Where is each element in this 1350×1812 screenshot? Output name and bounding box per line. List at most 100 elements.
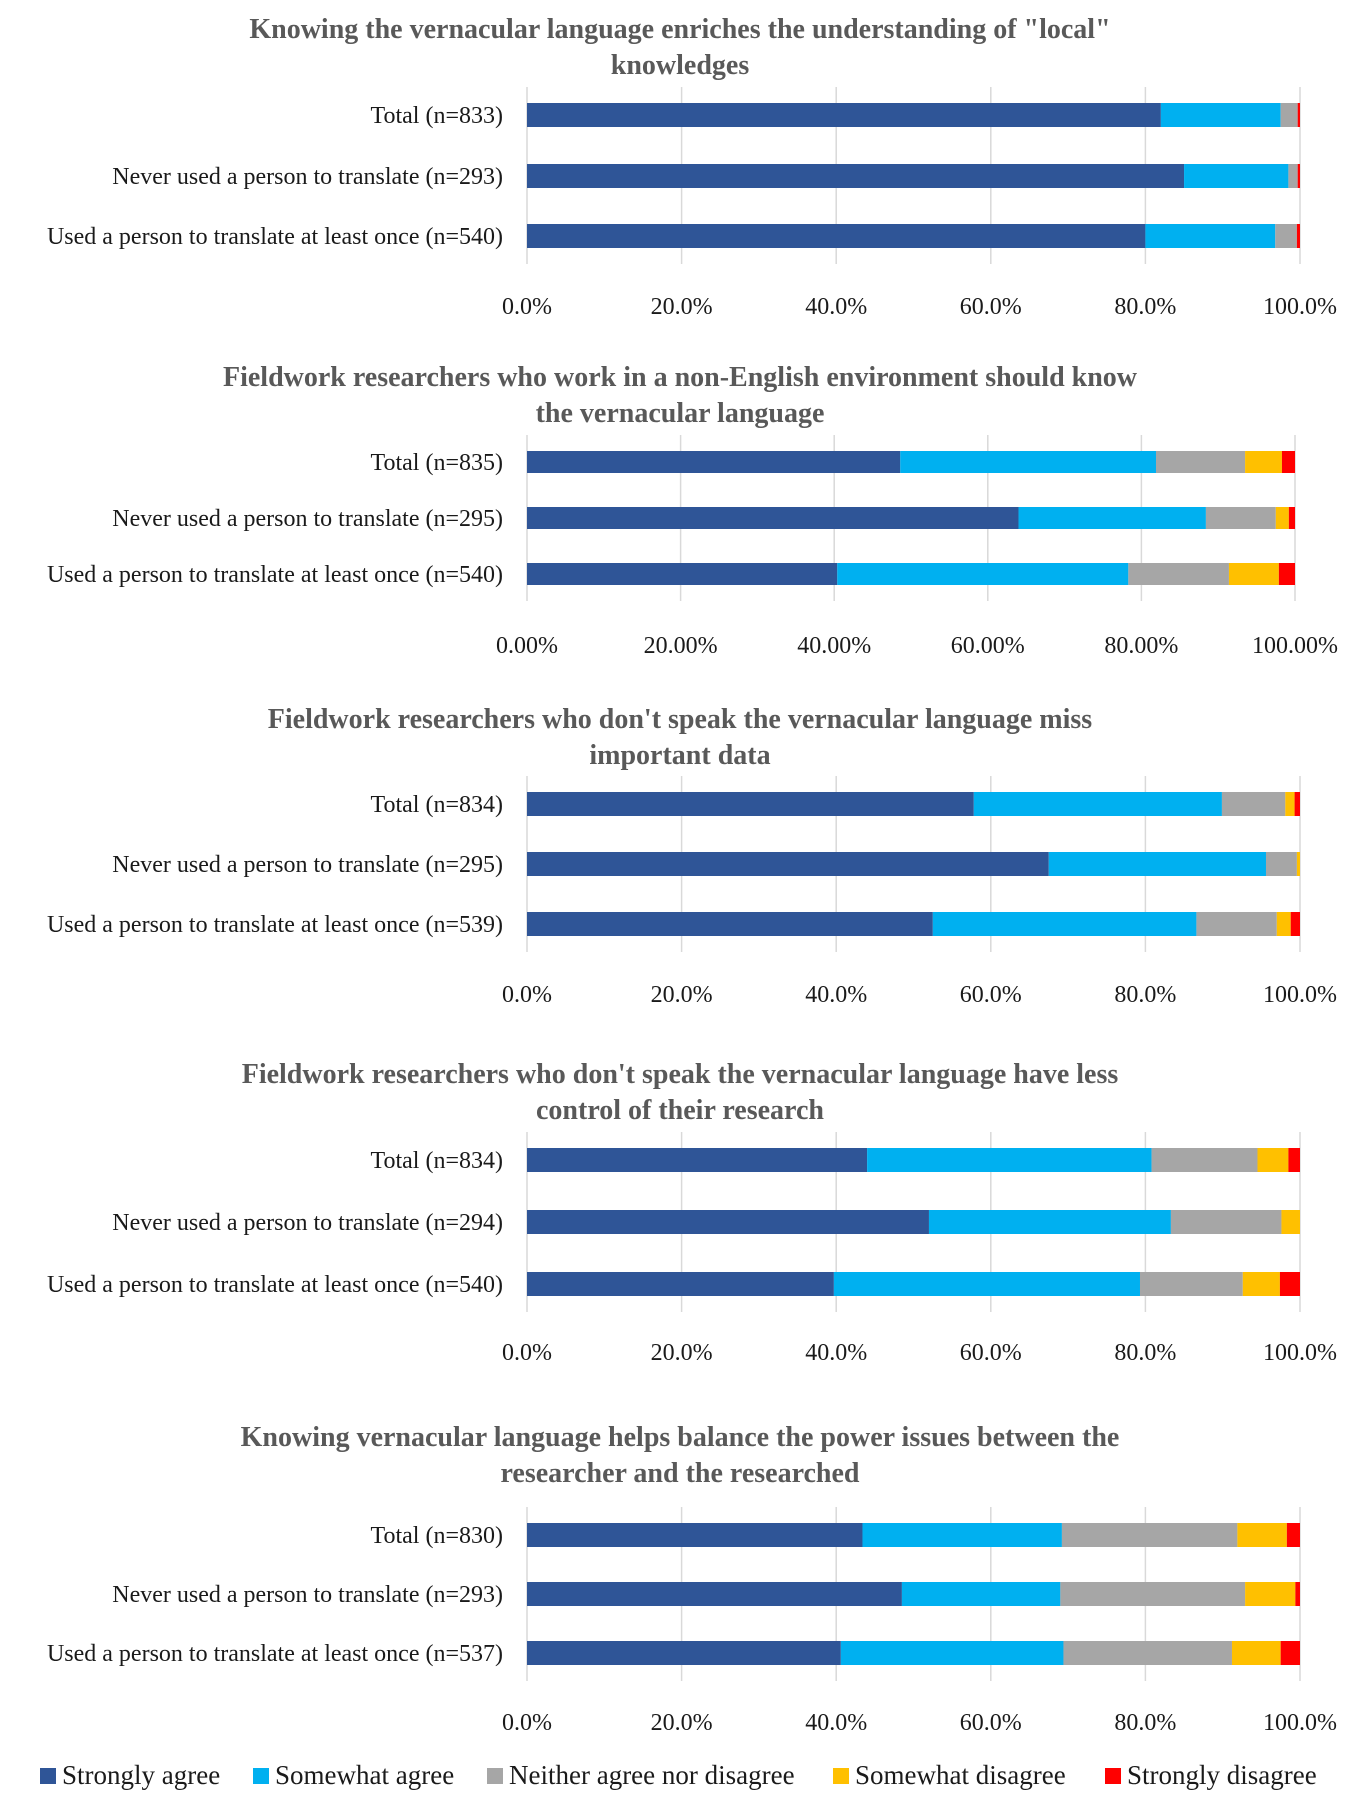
bar-segment-neither-agree-nor-disagree bbox=[1155, 451, 1246, 473]
legend-swatch-neither-agree-nor-disagree bbox=[487, 1768, 503, 1784]
row-label: Never used a person to translate (n=294) bbox=[112, 1210, 503, 1236]
bar-segment-somewhat-agree bbox=[1048, 852, 1266, 876]
x-tick-label: 80.0% bbox=[1114, 1340, 1176, 1366]
chart-title-line: Fieldwork researchers who don't speak th… bbox=[268, 704, 1093, 735]
x-tick-label: 80.0% bbox=[1114, 294, 1176, 320]
bar-segment-somewhat-agree bbox=[901, 1582, 1061, 1606]
bar-segment-somewhat-agree bbox=[900, 451, 1156, 473]
x-tick-label: 40.0% bbox=[805, 1340, 867, 1366]
chart-title-line: the vernacular language bbox=[536, 398, 825, 429]
row-label: Never used a person to translate (n=295) bbox=[112, 506, 503, 532]
x-tick-label: 20.0% bbox=[651, 982, 713, 1008]
bar-segment-strongly-disagree bbox=[1290, 912, 1300, 936]
bar-segment-somewhat-agree bbox=[862, 1523, 1062, 1547]
bar-segment-somewhat-disagree bbox=[1296, 852, 1300, 876]
row-label: Used a person to translate at least once… bbox=[47, 224, 503, 250]
x-tick-label: 60.0% bbox=[960, 1340, 1022, 1366]
row-label: Never used a person to translate (n=295) bbox=[112, 852, 503, 878]
x-tick-label: 20.00% bbox=[644, 633, 718, 659]
bar-segment-somewhat-disagree bbox=[1245, 1582, 1296, 1606]
bar-segment-strongly-agree bbox=[527, 224, 1146, 248]
bar-segment-neither-agree-nor-disagree bbox=[1061, 1523, 1238, 1547]
bar-segment-strongly-disagree bbox=[1279, 1272, 1300, 1296]
bar-segment-strongly-disagree bbox=[1281, 451, 1295, 473]
x-tick-label: 40.00% bbox=[797, 633, 871, 659]
bar-segment-neither-agree-nor-disagree bbox=[1170, 1210, 1282, 1234]
bar-segment-somewhat-disagree bbox=[1285, 792, 1295, 816]
bar-segment-somewhat-disagree bbox=[1275, 507, 1289, 529]
legend-swatch-strongly-disagree bbox=[1105, 1768, 1121, 1784]
legend-swatch-somewhat-agree bbox=[253, 1768, 269, 1784]
x-tick-label: 0.00% bbox=[496, 633, 558, 659]
bar-segment-neither-agree-nor-disagree bbox=[1265, 852, 1297, 876]
bar-segment-neither-agree-nor-disagree bbox=[1151, 1148, 1258, 1172]
chart-panel-4: Fieldwork researchers who don't speak th… bbox=[47, 1059, 1337, 1366]
chart-panel-1: Knowing the vernacular language enriches… bbox=[47, 14, 1337, 320]
bar-segment-strongly-agree bbox=[527, 852, 1049, 876]
bar-segment-neither-agree-nor-disagree bbox=[1221, 792, 1286, 816]
x-tick-label: 60.0% bbox=[960, 982, 1022, 1008]
chart-title-line: knowledges bbox=[611, 50, 750, 81]
x-tick-label: 0.0% bbox=[502, 1340, 552, 1366]
legend-label: Strongly disagree bbox=[1127, 1760, 1317, 1790]
bar-segment-strongly-agree bbox=[527, 1210, 929, 1234]
bar-segment-somewhat-agree bbox=[1160, 103, 1281, 127]
row-label: Never used a person to translate (n=293) bbox=[112, 1582, 503, 1608]
bar-segment-strongly-agree bbox=[527, 103, 1161, 127]
legend-swatch-strongly-agree bbox=[40, 1768, 56, 1784]
bar-segment-strongly-disagree bbox=[1286, 1523, 1300, 1547]
x-tick-label: 20.0% bbox=[651, 1340, 713, 1366]
bar-segment-neither-agree-nor-disagree bbox=[1128, 563, 1229, 585]
bar-segment-neither-agree-nor-disagree bbox=[1196, 912, 1277, 936]
chart-title-line: Knowing the vernacular language enriches… bbox=[249, 14, 1110, 45]
legend-label: Strongly agree bbox=[62, 1760, 220, 1790]
x-tick-label: 60.0% bbox=[960, 294, 1022, 320]
row-label: Used a person to translate at least once… bbox=[47, 562, 503, 588]
bar-segment-strongly-agree bbox=[527, 1148, 868, 1172]
bar-segment-strongly-disagree bbox=[1288, 507, 1295, 529]
x-tick-label: 0.0% bbox=[502, 982, 552, 1008]
bar-segment-somewhat-agree bbox=[1184, 164, 1289, 188]
chart-title-line: Fieldwork researchers who don't speak th… bbox=[242, 1059, 1119, 1090]
bar-segment-strongly-agree bbox=[527, 1641, 841, 1665]
bar-segment-strongly-agree bbox=[527, 1582, 902, 1606]
bar-segment-neither-agree-nor-disagree bbox=[1063, 1641, 1232, 1665]
x-tick-label: 0.0% bbox=[502, 1710, 552, 1736]
bar-segment-strongly-disagree bbox=[1278, 563, 1295, 585]
bar-segment-strongly-disagree bbox=[1294, 792, 1300, 816]
x-tick-label: 40.0% bbox=[805, 982, 867, 1008]
bar-segment-strongly-agree bbox=[527, 792, 974, 816]
legend: Strongly agree Somewhat agree Neither agre… bbox=[40, 1760, 1317, 1790]
x-tick-label: 60.00% bbox=[951, 633, 1025, 659]
bar-segment-strongly-disagree bbox=[1297, 164, 1300, 188]
bar-segment-somewhat-agree bbox=[867, 1148, 1152, 1172]
legend-label: Somewhat disagree bbox=[855, 1760, 1066, 1790]
x-tick-label: 40.0% bbox=[805, 294, 867, 320]
bar-segment-strongly-agree bbox=[527, 563, 838, 585]
bar-segment-somewhat-agree bbox=[973, 792, 1222, 816]
row-label: Total (n=834) bbox=[371, 1148, 504, 1174]
bar-segment-somewhat-disagree bbox=[1237, 1523, 1287, 1547]
bar-segment-somewhat-agree bbox=[1145, 224, 1276, 248]
bar-segment-somewhat-disagree bbox=[1231, 1641, 1281, 1665]
bar-segment-strongly-agree bbox=[527, 1272, 834, 1296]
bar-segment-somewhat-disagree bbox=[1245, 451, 1282, 473]
x-tick-label: 40.0% bbox=[805, 1710, 867, 1736]
bar-segment-somewhat-agree bbox=[833, 1272, 1140, 1296]
bar-segment-neither-agree-nor-disagree bbox=[1139, 1272, 1243, 1296]
chart-title-line: researcher and the researched bbox=[500, 1458, 859, 1489]
x-tick-label: 100.0% bbox=[1263, 1340, 1337, 1366]
chart-panel-5: Knowing vernacular language helps balanc… bbox=[47, 1422, 1337, 1736]
bar-segment-neither-agree-nor-disagree bbox=[1280, 103, 1298, 127]
legend-swatch-somewhat-disagree bbox=[833, 1768, 849, 1784]
chart-title-line: important data bbox=[589, 740, 770, 771]
row-label: Total (n=833) bbox=[371, 103, 504, 129]
x-tick-label: 20.0% bbox=[651, 1710, 713, 1736]
row-label: Used a person to translate at least once… bbox=[47, 912, 503, 938]
row-label: Total (n=835) bbox=[371, 450, 504, 476]
x-tick-label: 20.0% bbox=[651, 294, 713, 320]
bar-segment-neither-agree-nor-disagree bbox=[1288, 164, 1298, 188]
bar-segment-somewhat-agree bbox=[837, 563, 1129, 585]
bar-segment-strongly-agree bbox=[527, 912, 933, 936]
